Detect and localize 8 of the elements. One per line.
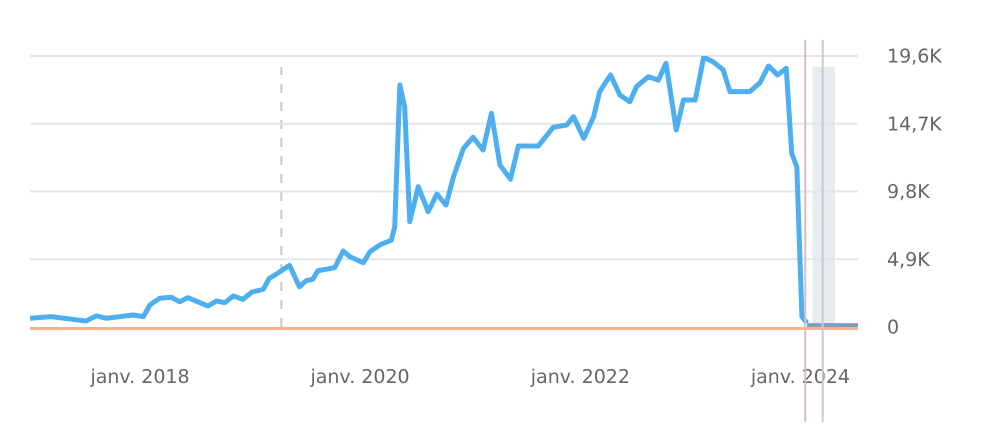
y-tick-label: 0 <box>887 316 900 339</box>
x-tick-label: janv. 2018 <box>89 366 190 388</box>
y-tick-label: 4,9K <box>887 248 930 271</box>
x-tick-label: janv. 2022 <box>530 366 630 388</box>
y-tick-label: 9,8K <box>887 181 930 204</box>
x-tick-label: janv. 2020 <box>309 366 410 388</box>
y-tick-label: 14,7K <box>887 113 942 136</box>
y-tick-label: 19,6K <box>887 46 942 68</box>
